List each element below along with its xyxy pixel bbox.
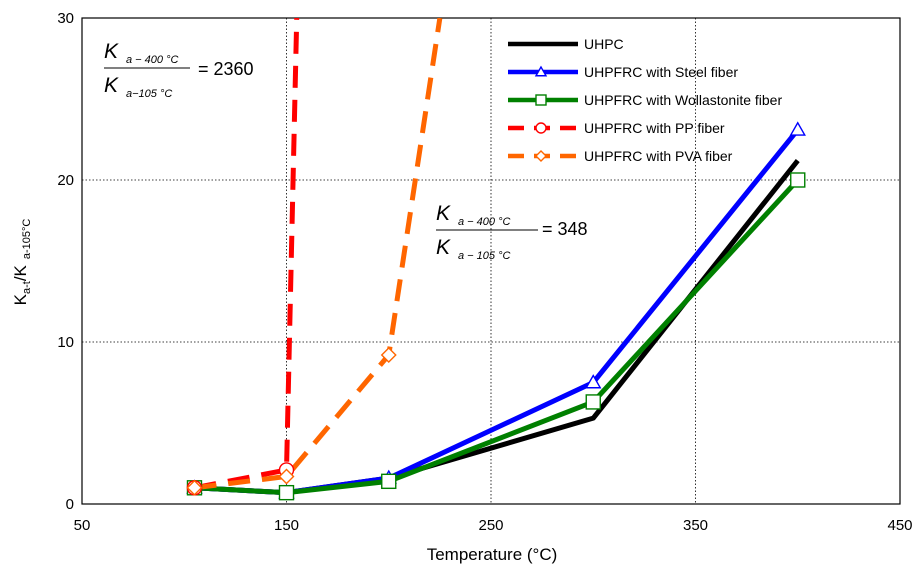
y-axis-title-main: K: [11, 293, 30, 305]
annotation-1-value: = 2360: [198, 59, 254, 79]
x-tick-label: 250: [478, 517, 503, 534]
annotation-ratio-pva: K a − 400 °C K a − 105 °C = 348: [436, 202, 588, 262]
legend-item: UHPFRC with PP fiber: [508, 120, 725, 136]
y-tick-label: 0: [66, 496, 74, 513]
legend-item: UHPFRC with Wollastonite fiber: [508, 92, 782, 108]
annotation-ratio-pp: K a − 400 °C K a−105 °C = 2360: [104, 40, 254, 100]
y-tick-label: 10: [57, 334, 74, 351]
marker-triangle: [585, 374, 602, 389]
series-3: [193, 18, 300, 491]
plot-frame: [81, 17, 901, 505]
y-axis-title-sub2: a-105°C: [21, 219, 33, 260]
y-axis-ticks: 0 10 20 30: [57, 10, 74, 513]
series-line: [193, 18, 300, 491]
x-axis-ticks: 50 150 250 350 450: [74, 517, 913, 534]
x-tick-label: 350: [683, 517, 708, 534]
marker-diamond: [380, 346, 397, 363]
annotation-2-den-sub: a − 105 °C: [458, 250, 510, 262]
y-axis-title-mid: /K: [11, 264, 30, 281]
legend-label: UHPFRC with PVA fiber: [584, 148, 733, 164]
marker-square: [535, 94, 547, 106]
annotation-2-value: = 348: [542, 219, 588, 239]
legend-item: UHPFRC with PVA fiber: [508, 148, 733, 164]
legend-label: UHPC: [584, 36, 624, 52]
series-line: [194, 18, 443, 491]
legend-label: UHPFRC with Wollastonite fiber: [584, 92, 782, 108]
y-tick-label: 30: [57, 10, 74, 27]
legend: UHPC UHPFRC with Steel fiber UHPFRC with W…: [508, 36, 782, 164]
x-tick-label: 150: [274, 517, 299, 534]
series-layer: [186, 18, 806, 501]
annotation-2-num-sub: a − 400 °C: [458, 216, 510, 228]
legend-item: UHPFRC with Steel fiber: [508, 64, 738, 80]
x-tick-label: 450: [887, 517, 912, 534]
x-tick-label: 50: [74, 517, 91, 534]
y-axis-title: Ka-t/K a-105°C: [11, 219, 33, 306]
y-tick-label: 20: [57, 172, 74, 189]
marker-diamond: [535, 150, 547, 162]
y-axis-title-sub1: a-t: [21, 281, 33, 294]
legend-label: UHPFRC with PP fiber: [584, 120, 725, 136]
grid: [82, 18, 900, 504]
series-4: [194, 18, 443, 491]
marker-square: [790, 172, 806, 188]
marker-diamond: [186, 479, 203, 496]
x-axis-title: Temperature (°C): [427, 545, 558, 564]
legend-item: UHPC: [508, 36, 624, 52]
annotation-2-num-main: K: [436, 202, 451, 225]
marker-circle: [535, 122, 547, 134]
annotation-1-den-main: K: [104, 74, 119, 97]
marker-diamond: [278, 468, 295, 485]
marker-square: [278, 484, 295, 501]
marker-square: [381, 473, 397, 490]
marker-triangle: [789, 121, 806, 136]
annotation-1-num-sub: a − 400 °C: [126, 54, 178, 66]
annotation-1-den-sub: a−105 °C: [126, 88, 172, 100]
legend-label: UHPFRC with Steel fiber: [584, 64, 738, 80]
annotation-1-num-main: K: [104, 40, 119, 63]
marker-square: [585, 394, 601, 410]
series-markers-4: [186, 346, 397, 496]
annotation-2-den-main: K: [436, 236, 451, 259]
marker-triangle: [534, 65, 548, 77]
